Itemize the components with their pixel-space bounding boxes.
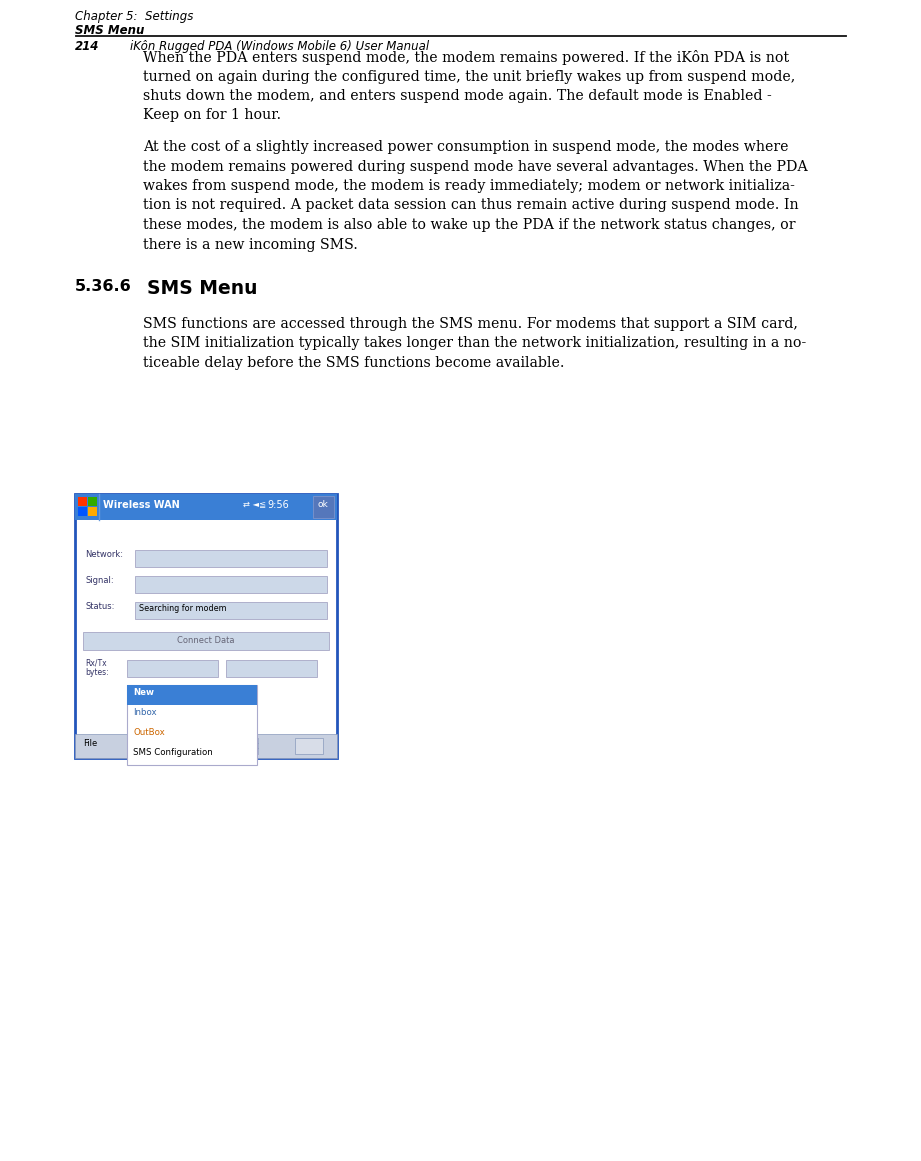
Text: Inbox: Inbox: [133, 708, 157, 717]
Bar: [135, 576, 327, 593]
Text: At the cost of a slightly increased power consumption in suspend mode, the modes: At the cost of a slightly increased powe…: [143, 140, 788, 154]
Bar: [127, 685, 257, 705]
Bar: [77, 520, 335, 734]
Text: Status:: Status:: [85, 603, 114, 611]
Text: iKôn Rugged PDA (Windows Mobile 6) User Manual: iKôn Rugged PDA (Windows Mobile 6) User …: [130, 39, 429, 53]
Bar: [75, 734, 337, 758]
Bar: [83, 632, 329, 650]
Bar: [295, 738, 323, 753]
Text: SMS Configuration: SMS Configuration: [133, 748, 213, 757]
Bar: [88, 497, 97, 506]
Text: turned on again during the configured time, the unit briefly wakes up from suspe: turned on again during the configured ti…: [143, 70, 795, 84]
Bar: [127, 659, 218, 677]
Bar: [135, 550, 327, 567]
Text: shuts down the modem, and enters suspend mode again. The default mode is Enabled: shuts down the modem, and enters suspend…: [143, 89, 772, 103]
Text: File: File: [83, 740, 98, 748]
Bar: [88, 507, 97, 515]
Text: tion is not required. A packet data session can thus remain active during suspen: tion is not required. A packet data sess…: [143, 199, 799, 212]
Bar: [127, 685, 257, 765]
Text: 214: 214: [75, 39, 99, 53]
Text: Tools: Tools: [131, 740, 152, 748]
Bar: [313, 496, 334, 518]
Text: When the PDA enters suspend mode, the modem remains powered. If the iKôn PDA is : When the PDA enters suspend mode, the mo…: [143, 50, 789, 65]
Text: Wireless WAN: Wireless WAN: [103, 500, 180, 510]
Text: the SIM initialization typically takes longer than the network initialization, r: the SIM initialization typically takes l…: [143, 337, 806, 351]
Text: 9:56: 9:56: [267, 500, 289, 510]
Text: there is a new incoming SMS.: there is a new incoming SMS.: [143, 238, 358, 252]
Bar: [226, 659, 317, 677]
Bar: [135, 603, 327, 619]
Text: SMS: SMS: [179, 740, 199, 748]
Text: wakes from suspend mode, the modem is ready immediately; modem or network initia: wakes from suspend mode, the modem is re…: [143, 179, 795, 193]
Bar: [240, 738, 258, 753]
Bar: [75, 493, 337, 520]
Text: New: New: [133, 688, 154, 697]
Text: Keep on for 1 hour.: Keep on for 1 hour.: [143, 108, 281, 123]
Text: 5.36.6: 5.36.6: [75, 279, 132, 294]
Text: OutBox: OutBox: [133, 728, 165, 737]
Text: Rx/Tx
bytes:: Rx/Tx bytes:: [85, 658, 109, 677]
Text: ⇄ ◄≦: ⇄ ◄≦: [243, 500, 266, 509]
Text: Searching for modem: Searching for modem: [139, 604, 227, 613]
Text: Signal:: Signal:: [85, 576, 113, 585]
Text: Network:: Network:: [85, 550, 123, 558]
Text: Chapter 5:  Settings: Chapter 5: Settings: [75, 10, 193, 23]
Bar: [78, 497, 87, 506]
Bar: [78, 507, 87, 515]
Text: these modes, the modem is also able to wake up the PDA if the network status cha: these modes, the modem is also able to w…: [143, 218, 796, 232]
Text: ok: ok: [318, 500, 329, 509]
Text: SMS Menu: SMS Menu: [147, 279, 258, 298]
Text: SMS Menu: SMS Menu: [75, 24, 145, 37]
Text: ticeable delay before the SMS functions become available.: ticeable delay before the SMS functions …: [143, 356, 565, 370]
Bar: [75, 493, 337, 758]
Text: the modem remains powered during suspend mode have several advantages. When the : the modem remains powered during suspend…: [143, 159, 808, 173]
Text: SMS functions are accessed through the SMS menu. For modems that support a SIM c: SMS functions are accessed through the S…: [143, 317, 798, 331]
Text: Connect Data: Connect Data: [177, 636, 235, 646]
